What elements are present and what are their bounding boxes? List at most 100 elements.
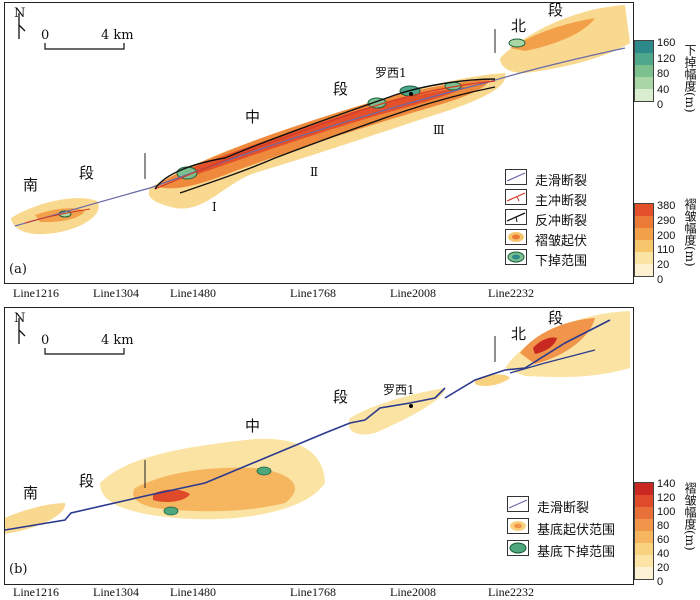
colorbar-tick-label: 0: [657, 274, 664, 286]
segment-middle-label: 中: [245, 108, 261, 126]
seismic-line-label: Line1768: [290, 286, 336, 300]
colorbar-swatch: [635, 519, 653, 531]
colorbar-swatch: [635, 77, 653, 89]
scale-bar: [44, 43, 125, 50]
map-panel-b: N 0 4 km 南 段 中 段 北 段 罗西1 (b) 走滑断裂 基底起伏范围…: [4, 307, 634, 585]
north-arrow-icon: [18, 13, 26, 39]
segment-north-label: 段: [548, 2, 564, 19]
scale-bar: [44, 348, 125, 355]
basement-relief-icon: [507, 518, 529, 534]
colorbar-tick-label: 0: [657, 576, 664, 588]
segment-middle-label: 中: [245, 417, 261, 435]
colorbar-swatch: [635, 495, 653, 507]
scale-zero: 0: [41, 333, 50, 348]
back-thrust-fault-icon: [505, 209, 527, 225]
colorbar-swatch: [635, 204, 653, 216]
strike-slip-fault-icon: [505, 169, 527, 185]
colorbar-tick-label: 60: [657, 534, 670, 546]
colorbar-swatch: [635, 567, 653, 579]
colorbar-tick-label: 0: [657, 99, 664, 111]
legend-label: 主冲断裂: [535, 194, 588, 209]
colorbar-tick-label: 140: [657, 478, 676, 490]
colorbar-swatch: [635, 264, 653, 276]
legend-label: 走滑断裂: [537, 501, 590, 516]
colorbar-fold-title: 褶皱幅度(m): [683, 198, 697, 267]
scale-end: 4 km: [101, 28, 134, 43]
colorbar-tick-label: 20: [657, 259, 670, 272]
panel-label: (a): [9, 262, 27, 277]
downthrow-extent-icon: [505, 249, 527, 265]
legend-a: 走滑断裂 主冲断裂 反冲断裂 褶皱起伏 下掉范围: [505, 169, 630, 279]
segment-north-label: 北: [511, 17, 527, 35]
north-label: N: [14, 6, 26, 21]
basement-relief-north-core: [533, 337, 557, 354]
segment-south-label: 南: [23, 176, 39, 194]
well-marker: [409, 404, 413, 408]
basement-downthrow: [163, 506, 179, 516]
colorbar-swatch: [635, 89, 653, 101]
zone-label: Ⅰ: [212, 200, 217, 214]
fold-relief-north: [500, 5, 630, 73]
map-b-canvas: [5, 311, 630, 534]
seismic-line-label: Line1480: [170, 585, 216, 599]
panel-label: (b): [9, 562, 28, 577]
legend-label: 褶皱起伏: [535, 234, 588, 249]
zone-label: Ⅱ: [310, 165, 319, 179]
colorbar-tick-label: 100: [657, 506, 676, 518]
segment-middle-label: 段: [333, 388, 349, 406]
main-thrust-fault-icon: [505, 189, 527, 205]
strike-slip-fault: [14, 47, 626, 227]
colorbar-fold-b-title: 褶皱幅度(m): [683, 482, 697, 551]
colorbar-fold: [634, 203, 654, 277]
strike-slip-fault: [444, 319, 611, 399]
colorbar-swatch: [635, 507, 653, 519]
legend-label: 基底起伏范围: [537, 523, 616, 538]
north-label: N: [14, 311, 26, 326]
strike-slip-fault: [509, 349, 596, 374]
colorbar-tick-label: 80: [657, 68, 670, 80]
segment-south-label: 段: [79, 472, 95, 490]
back-thrust-fault: [154, 78, 496, 190]
seismic-line-label: Line1304: [93, 286, 139, 300]
basement-relief-south: [5, 503, 66, 534]
segment-north-label: 北: [511, 325, 527, 343]
colorbar-tick-label: 200: [657, 229, 676, 242]
north-arrow-icon: [18, 318, 26, 344]
map-panel-a: N 0 4 km 南 段 中 段 北 段 罗西1 Ⅰ Ⅱ Ⅲ (a) 走滑断裂 …: [4, 2, 634, 284]
legend-label: 走滑断裂: [535, 174, 588, 189]
seismic-line-label: Line1216: [13, 585, 59, 599]
legend-b: 走滑断裂 基底起伏范围 基底下掉范围: [507, 496, 632, 566]
seismic-line-labels-a: Line1216 Line1304 Line1480 Line1768 Line…: [0, 286, 700, 302]
scale-zero: 0: [41, 28, 50, 43]
basement-relief-northeast: [475, 374, 510, 386]
colorbar-tick-label: 80: [657, 520, 670, 532]
seismic-line-label: Line1768: [290, 585, 336, 599]
fold-relief-icon: [505, 229, 527, 245]
seismic-line-label: Line2232: [488, 585, 534, 599]
basement-relief-center: [348, 388, 445, 435]
colorbar-tick-label: 40: [657, 83, 670, 96]
colorbar-tick-label: 110: [657, 244, 675, 257]
legend-label: 反冲断裂: [535, 214, 588, 229]
segment-south-label: 南: [23, 484, 39, 502]
colorbar-tick-label: 290: [657, 214, 676, 227]
colorbar-swatch: [635, 53, 653, 65]
segment-south-label: 段: [79, 164, 95, 182]
well-marker: [409, 92, 413, 96]
seismic-line-label: Line2232: [488, 286, 534, 300]
downthrow-extent: [508, 38, 526, 48]
colorbar-fold-b-ticks: 140 120 100 80 60 40 20 0: [657, 478, 685, 588]
map-a-canvas: [11, 5, 630, 235]
basement-downthrow: [256, 466, 272, 476]
seismic-line-label: Line1304: [93, 585, 139, 599]
colorbar-fold-b: [634, 482, 654, 580]
fold-relief-middle-core: [180, 87, 465, 175]
well-label: 罗西1: [383, 383, 415, 397]
colorbar-tick-label: 380: [657, 200, 676, 212]
back-thrust-fault: [179, 86, 496, 194]
main-thrust-fault: [154, 80, 496, 190]
colorbar-tick-label: 120: [657, 52, 676, 65]
colorbar-swatch: [635, 483, 653, 495]
seismic-line-label: Line2008: [390, 585, 436, 599]
colorbar-swatch: [635, 240, 653, 252]
